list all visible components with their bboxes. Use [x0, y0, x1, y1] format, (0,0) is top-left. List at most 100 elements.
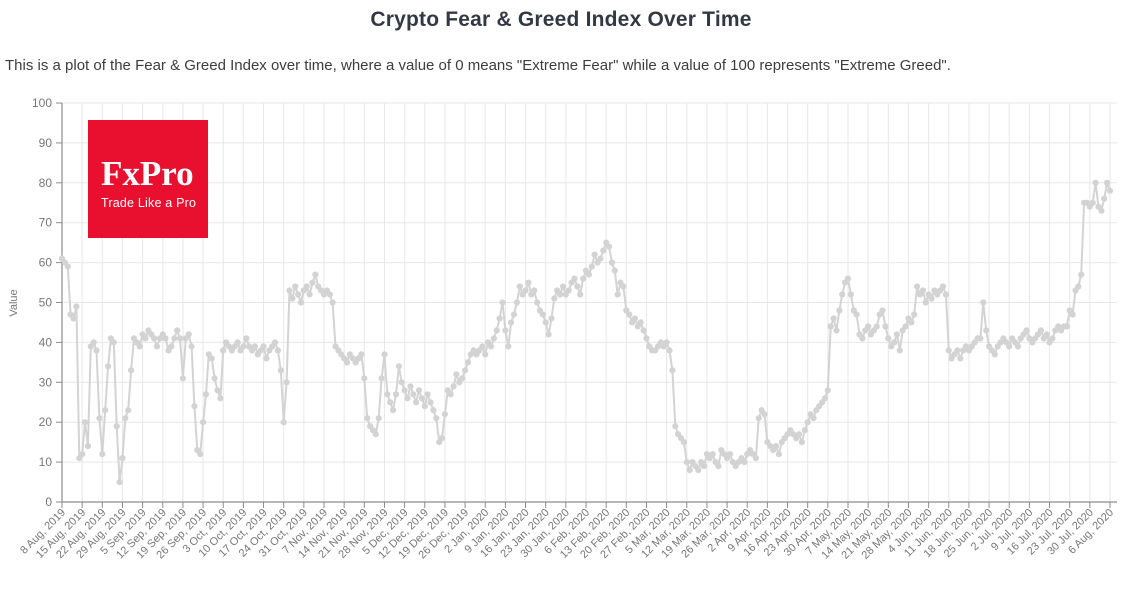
data-point-marker — [1069, 311, 1076, 318]
y-tick-label: 90 — [39, 136, 53, 150]
data-point-marker — [99, 451, 106, 458]
data-point-marker — [462, 367, 469, 374]
data-point-marker — [686, 467, 693, 474]
data-point-marker — [113, 423, 120, 430]
data-point-marker — [214, 387, 221, 394]
data-point-marker — [502, 327, 509, 334]
data-point-marker — [79, 451, 86, 458]
data-point-marker — [597, 255, 604, 262]
data-point-marker — [361, 375, 368, 382]
data-point-marker — [545, 331, 552, 338]
data-point-marker — [119, 455, 126, 462]
data-point-marker — [1023, 327, 1030, 334]
data-point-marker — [263, 355, 270, 362]
y-tick-label: 30 — [39, 375, 53, 389]
y-tick-label: 70 — [39, 216, 53, 230]
data-point-marker — [306, 291, 313, 298]
data-point-marker — [171, 335, 178, 342]
data-point-marker — [588, 263, 595, 270]
fxpro-logo-tagline: Trade Like a Pro — [101, 196, 197, 210]
data-point-marker — [896, 347, 903, 354]
data-point-marker — [1043, 331, 1050, 338]
data-point-marker — [174, 327, 181, 334]
data-point-marker — [188, 343, 195, 350]
data-point-marker — [983, 327, 990, 334]
data-point-marker — [847, 291, 855, 298]
data-point-marker — [211, 375, 218, 382]
data-point-marker — [191, 403, 198, 410]
data-point-marker — [571, 275, 578, 282]
data-point-marker — [493, 327, 500, 334]
data-point-marker — [390, 407, 397, 414]
data-point-marker — [551, 295, 558, 302]
data-point-marker — [1092, 179, 1099, 186]
data-point-marker — [277, 367, 284, 374]
data-point-marker — [755, 415, 762, 422]
data-point-marker — [804, 419, 811, 426]
data-point-marker — [1037, 327, 1044, 334]
data-point-marker — [81, 419, 89, 426]
data-point-marker — [387, 399, 394, 406]
chart-subtitle: This is a plot of the Fear & Greed Index… — [5, 57, 951, 74]
y-tick-label: 100 — [32, 96, 52, 110]
data-point-marker — [427, 399, 434, 406]
data-point-marker — [441, 411, 448, 418]
data-point-marker — [202, 391, 210, 398]
data-point-marker — [372, 431, 379, 438]
data-point-marker — [574, 283, 581, 290]
data-point-marker — [326, 291, 333, 298]
data-point-marker — [482, 351, 489, 358]
data-point-marker — [836, 307, 843, 314]
data-point-marker — [605, 243, 613, 250]
data-point-marker — [1098, 207, 1105, 214]
data-point-marker — [824, 387, 831, 394]
data-point-marker — [185, 331, 192, 338]
data-point-marker — [421, 403, 428, 410]
data-point-marker — [128, 367, 135, 374]
data-point-marker — [260, 343, 267, 350]
data-point-marker — [364, 415, 371, 422]
chart-title: Crypto Fear & Greed Index Over Time — [370, 8, 752, 31]
data-point-marker — [775, 451, 783, 458]
data-point-marker — [741, 459, 748, 466]
data-point-marker — [1014, 343, 1022, 350]
data-point-marker — [240, 343, 247, 350]
data-point-marker — [401, 387, 408, 394]
data-point-marker — [64, 263, 71, 270]
data-point-marker — [84, 443, 91, 450]
y-tick-label: 10 — [39, 455, 53, 469]
data-point-marker — [208, 355, 215, 362]
data-point-marker — [798, 439, 806, 446]
data-point-marker — [608, 259, 616, 266]
data-point-marker — [914, 283, 921, 290]
data-point-marker — [424, 391, 431, 398]
data-point-marker — [542, 319, 549, 326]
data-point-marker — [381, 351, 388, 358]
data-point-marker — [136, 343, 143, 350]
data-point-marker — [600, 247, 607, 254]
data-point-marker — [683, 459, 690, 466]
data-point-marker — [626, 311, 633, 318]
data-point-marker — [839, 291, 846, 298]
data-point-marker — [413, 399, 420, 406]
data-point-marker — [289, 295, 296, 302]
data-point-marker — [93, 347, 100, 354]
data-point-marker — [418, 395, 425, 402]
data-point-marker — [942, 291, 950, 298]
data-point-marker — [398, 379, 405, 386]
data-point-marker — [1104, 179, 1111, 186]
y-axis-title: Value — [8, 289, 20, 316]
data-point-marker — [280, 419, 287, 426]
data-point-marker — [283, 379, 290, 386]
data-point-marker — [168, 343, 175, 350]
data-point-marker — [715, 463, 722, 470]
data-point-marker — [585, 271, 593, 278]
data-point-marker — [516, 283, 523, 290]
data-point-marker — [309, 279, 316, 286]
data-point-marker — [496, 315, 503, 322]
data-point-marker — [844, 275, 852, 282]
data-point-marker — [833, 327, 840, 334]
data-point-marker — [274, 347, 281, 354]
